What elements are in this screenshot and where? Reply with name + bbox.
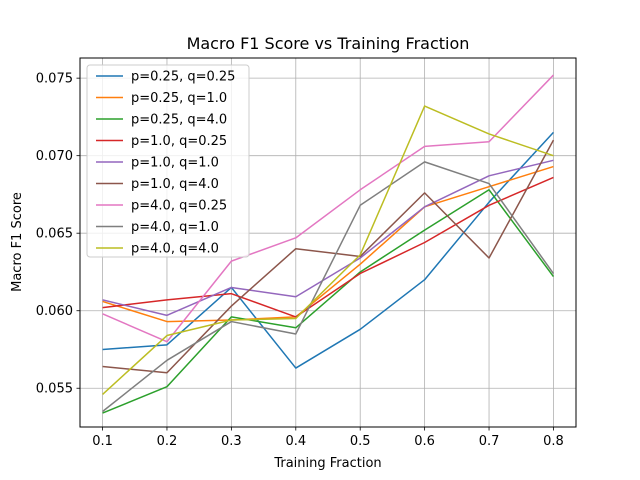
legend-label: p=1.0, q=1.0 xyxy=(131,156,219,171)
y-tick-label: 0.070 xyxy=(36,149,73,164)
series-line-8 xyxy=(102,105,554,395)
y-axis-ticks: 0.055 0.060 0.065 0.070 0.075 xyxy=(36,72,80,397)
legend-label: p=1.0, q=0.25 xyxy=(131,134,227,149)
x-tick-label: 0.7 xyxy=(479,434,500,449)
chart-title: Macro F1 Score vs Training Fraction xyxy=(187,34,470,53)
legend: p=0.25, q=0.25 p=0.25, q=1.0 p=0.25, q=4.0… xyxy=(86,64,250,258)
series-line-0 xyxy=(102,131,555,369)
series-line-7 xyxy=(102,161,555,413)
series-line-6 xyxy=(102,74,554,343)
series-line-5 xyxy=(102,139,555,374)
legend-label: p=0.25, q=0.25 xyxy=(131,70,235,85)
x-tick-label: 0.1 xyxy=(92,434,113,449)
series-line-3 xyxy=(102,176,554,318)
legend-box xyxy=(86,64,250,258)
legend-label: p=1.0, q=4.0 xyxy=(131,177,219,192)
series-line-1 xyxy=(102,165,554,323)
x-tick-label: 0.5 xyxy=(350,434,371,449)
x-axis-label: Training Fraction xyxy=(273,456,381,471)
y-tick-label: 0.055 xyxy=(36,382,73,397)
legend-label: p=0.25, q=4.0 xyxy=(131,113,227,128)
legend-label: p=0.25, q=1.0 xyxy=(131,91,227,106)
x-tick-label: 0.8 xyxy=(543,434,564,449)
legend-label: p=4.0, q=4.0 xyxy=(131,242,219,257)
y-tick-label: 0.065 xyxy=(36,227,73,242)
x-tick-label: 0.2 xyxy=(157,434,178,449)
x-tick-label: 0.6 xyxy=(414,434,435,449)
series-lines xyxy=(102,74,555,414)
legend-label: p=4.0, q=0.25 xyxy=(131,199,227,214)
y-tick-label: 0.075 xyxy=(36,72,73,87)
y-tick-label: 0.060 xyxy=(36,304,73,319)
y-axis-label: Macro F1 Score xyxy=(10,192,25,292)
x-axis-ticks: 0.1 0.2 0.3 0.4 0.5 0.6 0.7 0.8 xyxy=(92,427,564,449)
plot-frame xyxy=(79,57,577,428)
legend-label: p=4.0, q=1.0 xyxy=(131,220,219,235)
x-tick-label: 0.3 xyxy=(221,434,242,449)
series-line-4 xyxy=(102,159,554,317)
series-line-2 xyxy=(102,189,555,414)
x-tick-label: 0.4 xyxy=(285,434,306,449)
